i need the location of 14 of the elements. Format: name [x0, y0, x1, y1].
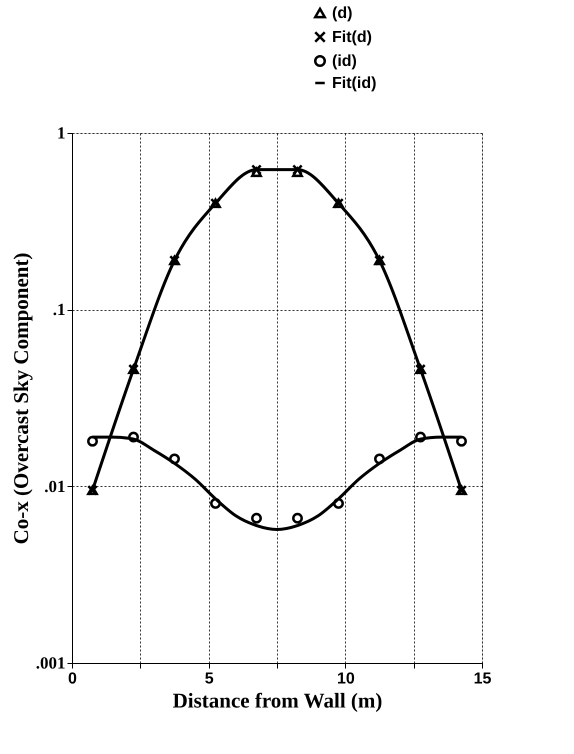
y-tick-label: .01 — [44, 476, 66, 496]
x-tick-label: 5 — [204, 670, 214, 688]
x-tick-label: 10 — [336, 670, 355, 688]
x-tick-label: 0 — [68, 670, 78, 688]
legend-label: (d) — [332, 5, 352, 22]
x-tick-label: 15 — [474, 670, 492, 688]
x-axis-title: Distance from Wall (m) — [172, 688, 382, 712]
y-axis-title: Co-x (Overcast Sky Component) — [8, 252, 33, 544]
legend-label: Fit(id) — [332, 75, 376, 92]
legend-label: Fit(d) — [332, 29, 372, 46]
y-tick-label: 1 — [57, 124, 66, 142]
y-tick-label: .001 — [36, 654, 66, 672]
y-tick-label: .1 — [52, 300, 66, 320]
legend-label: (id) — [332, 53, 357, 70]
